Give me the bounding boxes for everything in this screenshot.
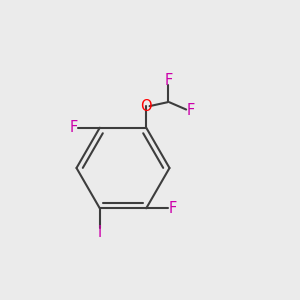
Text: F: F bbox=[169, 201, 177, 216]
Text: I: I bbox=[98, 225, 102, 240]
Text: F: F bbox=[69, 120, 77, 135]
Text: F: F bbox=[164, 73, 172, 88]
Text: F: F bbox=[187, 103, 195, 118]
Text: O: O bbox=[140, 99, 152, 114]
